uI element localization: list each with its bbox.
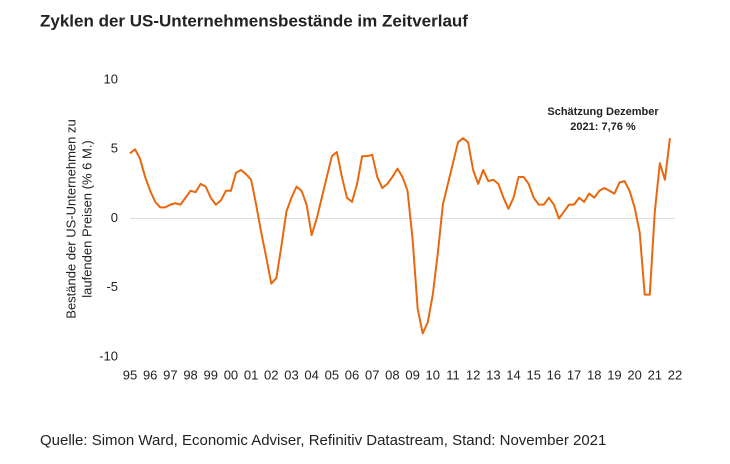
x-tick-label: 00	[224, 367, 238, 382]
line	[129, 137, 671, 335]
annotation: 2021: 7,76 %	[570, 121, 636, 133]
y-tick-label: 5	[111, 141, 118, 156]
x-tick-label: 18	[587, 367, 601, 382]
y-tick-label: 0	[111, 210, 118, 225]
x-tick-label: 16	[547, 367, 561, 382]
x-tick-label: 22	[668, 367, 682, 382]
source: Quelle: Simon Ward, Economic Adviser, Re…	[40, 432, 606, 449]
x-tick-label: 05	[325, 367, 339, 382]
y-label-line: Bestände der US-Unternehmen zu	[63, 119, 78, 318]
x-tick-label: 95	[123, 367, 137, 382]
annotation: Schätzung Dezember	[547, 106, 659, 118]
x-tick-label: 15	[526, 367, 540, 382]
x-tick-label: 21	[648, 367, 662, 382]
x-tick-label: 09	[405, 367, 419, 382]
x-tick-label: 02	[264, 367, 278, 382]
y-axis-label: Bestände der US-Unternehmen zu laufenden…	[63, 119, 94, 318]
y-tick-label: -5	[106, 279, 118, 294]
x-tick-label: 12	[466, 367, 480, 382]
x-tick-label: 97	[163, 367, 177, 382]
x-tick-label: 08	[385, 367, 399, 382]
y-tick-label: 10	[104, 71, 118, 86]
x-tick-label: 14	[506, 367, 520, 382]
x-tick-label: 13	[486, 367, 500, 382]
x-tick-label: 07	[365, 367, 379, 382]
x-tick-label: 19	[607, 367, 621, 382]
y-label-line: laufenden Preisen (% 6 M.)	[79, 140, 94, 298]
chart-title: Zyklen der US-Unternehmensbestände im Ze…	[40, 11, 468, 30]
x-tick-label: 10	[426, 367, 440, 382]
x-tick-label: 17	[567, 367, 581, 382]
x-tick-label: 04	[304, 367, 318, 382]
x-tick-label: 06	[345, 367, 359, 382]
x-tick-label: 03	[284, 367, 298, 382]
x-tick-label: 98	[183, 367, 197, 382]
x-tick-label: 11	[446, 367, 460, 382]
y-tick-label: -10	[99, 348, 118, 363]
x-tick-label: 20	[627, 367, 641, 382]
x-tick-label: 01	[244, 367, 258, 382]
x-tick-label: 99	[204, 367, 218, 382]
x-tick-label: 96	[143, 367, 157, 382]
